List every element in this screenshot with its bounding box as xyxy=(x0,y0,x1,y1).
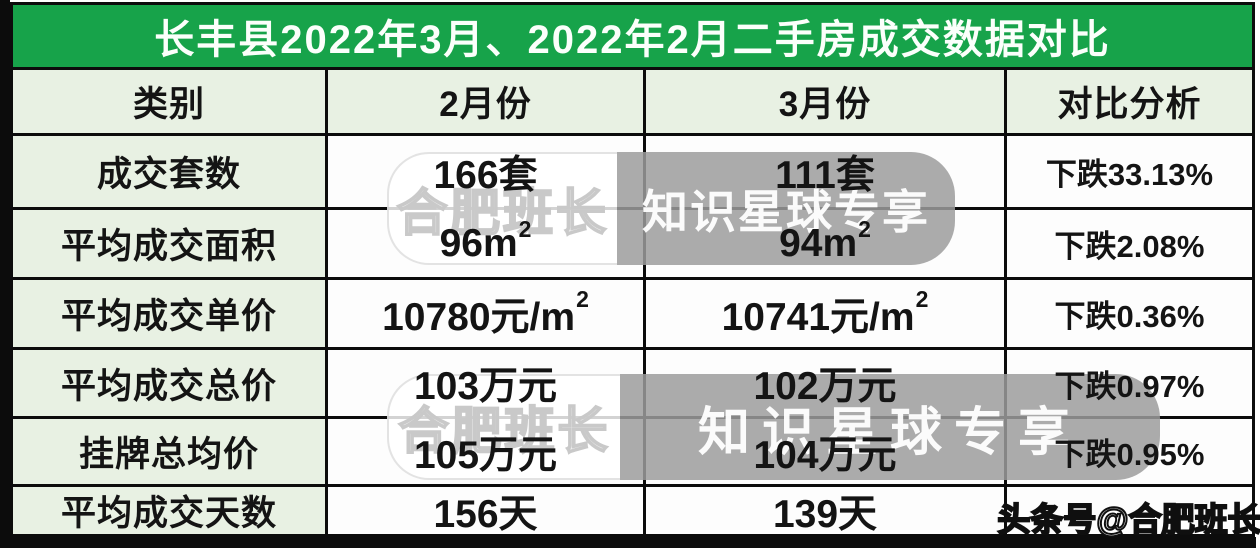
row-label-avg-unit-price: 平均成交单价 xyxy=(13,280,325,347)
feb-avg-unit-price: 10780元/m 2 xyxy=(328,280,643,347)
row-label-avg-days: 平均成交天数 xyxy=(13,487,325,534)
watermark-outline-text: 合肥班长 xyxy=(398,402,611,460)
watermark-white-text: 知识星球专享 xyxy=(697,403,1082,462)
superscript: 2 xyxy=(518,216,532,242)
table-title-text: 长丰县2022年3月、2022年2月二手房成交数据对比 xyxy=(154,18,1111,62)
analysis-avg-unit-price: 下跌0.36% xyxy=(1007,280,1252,347)
header-february: 2月份 xyxy=(328,70,643,133)
header-march: 3月份 xyxy=(646,70,1004,133)
watermark-pill-right-top: 知识星球专享 xyxy=(617,152,955,265)
watermark-white-text: 知识星球专享 xyxy=(642,185,930,238)
watermark-pill-right-bottom: 知识星球专享 xyxy=(620,374,1160,480)
superscript: 2 xyxy=(858,216,871,242)
mar-avg-unit-price: 10741元/m 2 xyxy=(646,280,1004,347)
watermark-outline-text: 合肥班长 xyxy=(396,184,609,242)
header-category: 类别 xyxy=(13,70,325,133)
row-label-listing-avg-price: 挂牌总均价 xyxy=(13,419,325,484)
watermark-pill-left-bottom: 合肥班长 xyxy=(387,374,620,480)
left-border-bar xyxy=(0,0,10,548)
mar-avg-days: 139天 xyxy=(646,487,1004,536)
watermark-pill-left-top: 合肥班长 xyxy=(387,152,617,265)
row-label-deals: 成交套数 xyxy=(13,136,325,207)
table-title: 长丰县2022年3月、2022年2月二手房成交数据对比 xyxy=(13,5,1252,67)
superscript: 2 xyxy=(576,286,589,312)
watermark-corner-toutiao: 头条号@合肥班长 xyxy=(996,500,1260,539)
analysis-deals: 下跌33.13% xyxy=(1007,136,1252,207)
analysis-avg-area: 下跌2.08% xyxy=(1007,210,1252,277)
bottom-border-bar xyxy=(0,537,1256,548)
header-analysis: 对比分析 xyxy=(1007,70,1252,133)
superscript: 2 xyxy=(915,286,929,312)
row-label-avg-area: 平均成交面积 xyxy=(13,210,325,277)
feb-avg-days: 156天 xyxy=(328,487,643,536)
row-label-avg-total-price: 平均成交总价 xyxy=(13,350,325,416)
analysis-avg-days xyxy=(1007,487,1252,534)
